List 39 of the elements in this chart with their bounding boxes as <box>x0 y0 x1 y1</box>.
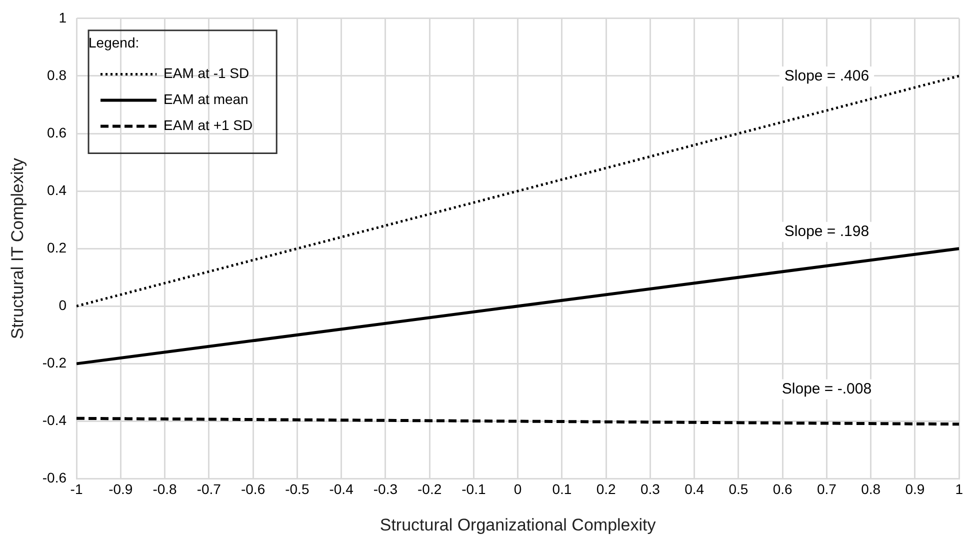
x-tick-label: -0.6 <box>240 481 266 498</box>
x-tick-label: -0.2 <box>417 481 442 498</box>
x-tick-label: -0.5 <box>285 481 310 498</box>
y-tick-label: 0.8 <box>47 66 67 83</box>
y-tick-label: -0.4 <box>42 412 67 428</box>
y-tick-label: 0 <box>58 297 67 314</box>
x-tick-label: -0.8 <box>152 481 178 498</box>
x-tick-label: 0 <box>514 481 522 498</box>
x-tick-label: 0.1 <box>552 481 572 498</box>
x-tick-label: 0.6 <box>772 481 793 498</box>
x-tick-label: 0.9 <box>905 481 925 498</box>
y-tick-label: -0.6 <box>42 470 67 486</box>
annotation: Slope = -.008 <box>782 380 872 398</box>
x-tick-label: -0.7 <box>196 481 222 498</box>
y-tick-label: 0.6 <box>47 124 67 140</box>
y-tick-label: 1 <box>58 9 67 26</box>
x-tick-label: 0.8 <box>861 481 881 498</box>
x-tick-label: 0.5 <box>728 481 748 498</box>
y-axis-title: Structural IT Complexity <box>8 158 27 340</box>
legend-label: EAM at -1 SD <box>164 65 250 82</box>
x-tick-label: -1 <box>70 481 83 498</box>
y-tick-label: -0.2 <box>42 354 67 371</box>
x-tick-label: -0.3 <box>373 481 398 498</box>
x-tick-label: 0.7 <box>816 481 837 498</box>
annotation: Slope = .198 <box>784 223 870 240</box>
x-axis-title: Structural Organizational Complexity <box>380 515 656 534</box>
x-tick-label: -0.1 <box>462 481 486 498</box>
x-tick-label: 0.3 <box>640 481 660 498</box>
x-tick-label: -0.9 <box>108 481 133 498</box>
x-tick-label: -0.4 <box>329 481 354 498</box>
y-tick-label: 0.2 <box>47 239 67 256</box>
x-tick-label: 0.2 <box>596 481 616 498</box>
legend-label: EAM at mean <box>164 91 248 108</box>
y-tick-label: 0.4 <box>47 182 67 198</box>
legend-label: EAM at +1 SD <box>164 117 253 134</box>
x-tick-label: 1 <box>955 481 964 498</box>
annotation: Slope = .406 <box>784 68 870 85</box>
x-tick-label: 0.4 <box>684 481 704 498</box>
legend-title: Legend: <box>88 34 140 50</box>
